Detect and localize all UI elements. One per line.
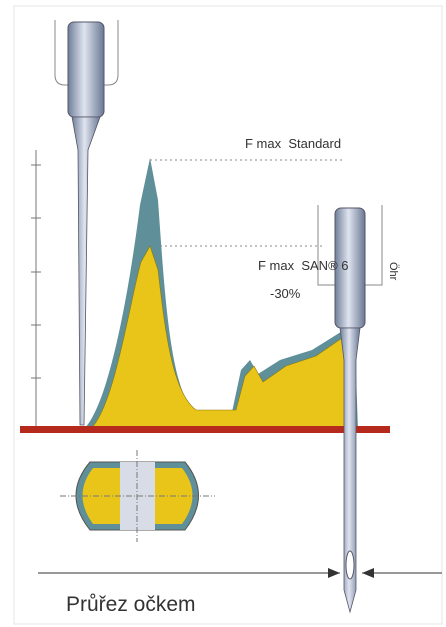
caption: Průřez očkem xyxy=(66,593,196,616)
label-reduction: -30% xyxy=(270,286,301,301)
background xyxy=(0,0,446,627)
needle-diagram: Öhr F max Standard F max SAN® 6 -30% Prů… xyxy=(0,0,446,627)
needle-eye xyxy=(346,551,354,579)
baseline xyxy=(20,426,390,433)
label-san: F max SAN® 6 xyxy=(258,258,349,273)
needle-shank xyxy=(68,22,104,117)
label-standard: F max Standard xyxy=(245,136,341,151)
eye-label: Öhr xyxy=(387,262,399,281)
